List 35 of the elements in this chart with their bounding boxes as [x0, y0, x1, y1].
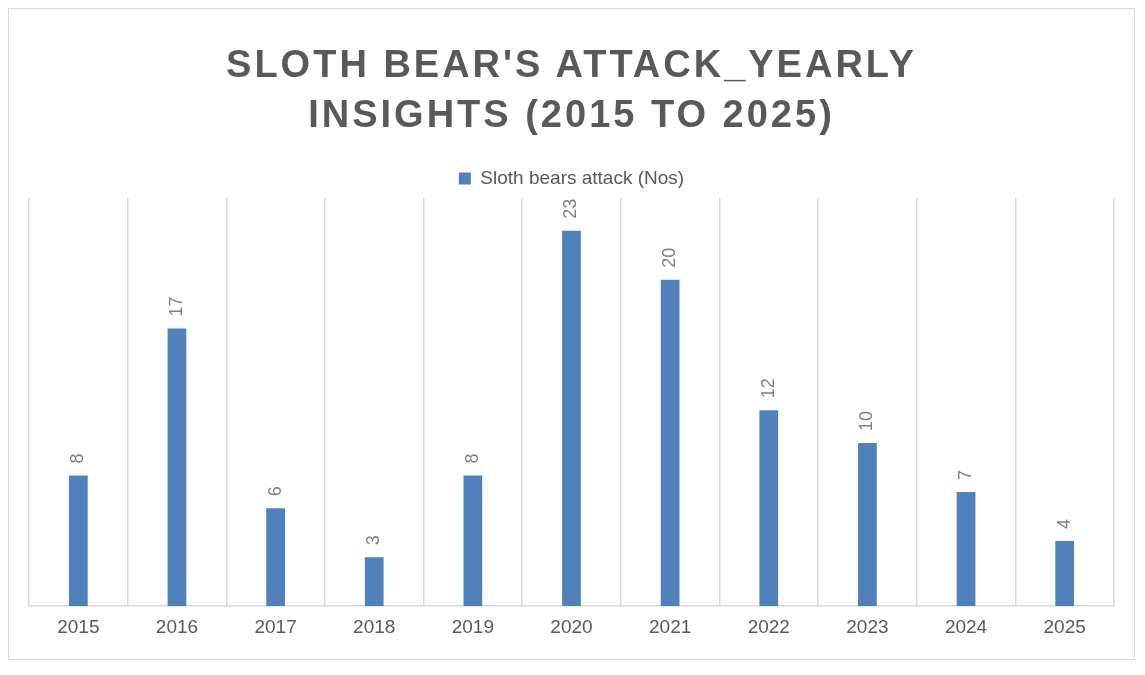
x-tick-label: 2024 — [944, 615, 988, 637]
legend-label: Sloth bears attack (Nos) — [480, 166, 685, 188]
data-label: 3 — [363, 535, 384, 546]
x-tick-label: 2022 — [747, 615, 790, 637]
bar — [68, 475, 88, 607]
data-label: 4 — [1053, 518, 1074, 529]
data-label: 20 — [659, 247, 680, 268]
data-label: 8 — [461, 453, 482, 464]
data-label: 10 — [856, 410, 877, 431]
bar — [1055, 540, 1075, 607]
bar — [956, 491, 976, 607]
x-tick-label: 2017 — [254, 615, 297, 637]
data-label: 23 — [560, 198, 581, 219]
data-label: 8 — [67, 453, 88, 464]
data-label: 7 — [955, 469, 976, 480]
x-tick-label: 2016 — [155, 615, 199, 637]
x-tick-label: 2019 — [451, 615, 494, 637]
bar — [266, 508, 285, 607]
data-label: 6 — [264, 486, 285, 497]
bar — [858, 442, 877, 607]
bar — [364, 557, 384, 607]
bar — [660, 279, 680, 607]
x-tick-label: 2015 — [57, 615, 100, 637]
bar — [759, 410, 779, 607]
bar — [463, 475, 483, 607]
bar — [562, 230, 581, 607]
x-tick-label: 2025 — [1043, 615, 1086, 637]
chart-title: SLOTH BEAR'S ATTACK_YEARLY INSIGHTS (2015 TO 2025) — [225, 42, 918, 137]
x-tick-label: 2021 — [649, 615, 692, 637]
bar — [167, 328, 187, 607]
x-tick-label: 2023 — [846, 615, 889, 637]
x-tick-label: 2018 — [353, 615, 396, 637]
data-label: 17 — [165, 296, 186, 317]
data-label: 12 — [757, 378, 778, 399]
x-tick-label: 2020 — [550, 615, 593, 637]
